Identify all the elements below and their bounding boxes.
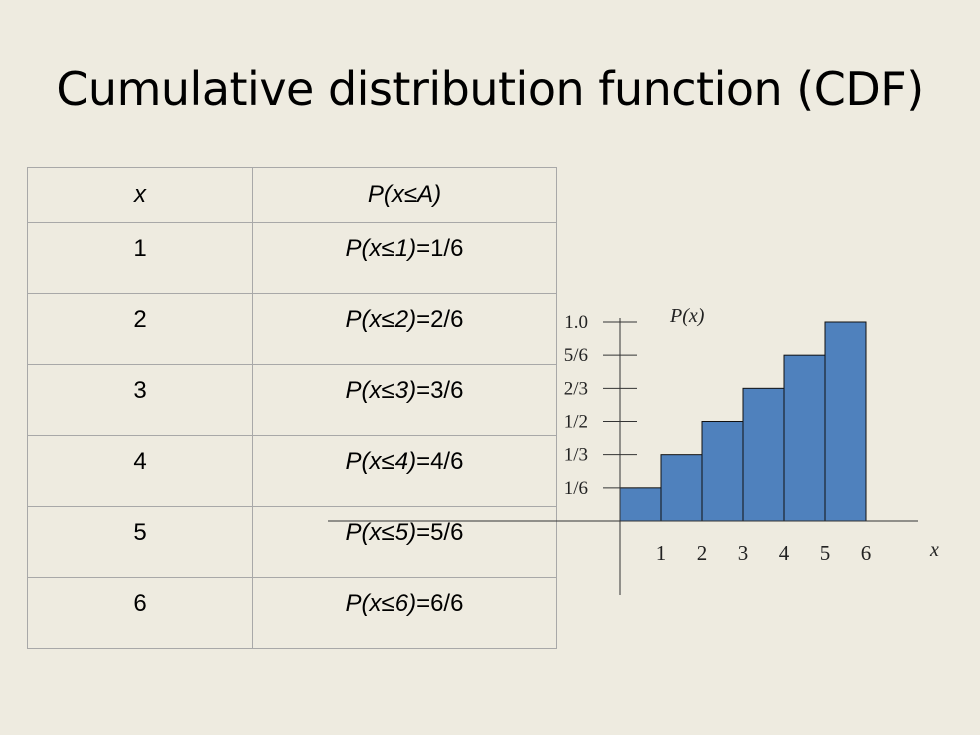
y-tick-label: 1/2 (564, 412, 588, 433)
cell-x: 1 (27, 222, 253, 294)
probability-expr: P(x≤3) (345, 377, 417, 404)
y-axis-label: P(x) (669, 305, 705, 327)
table-row: 5 P(x≤5)=5/6 (27, 506, 557, 578)
cdf-bar (701, 421, 744, 522)
probability-expr: P(x≤5) (345, 519, 417, 546)
cdf-bar (660, 454, 703, 522)
cdf-bar (742, 387, 785, 522)
y-tick-label: 1.0 (564, 312, 588, 333)
probability-expr: P(x≤4) (345, 448, 417, 475)
table-row: 6 P(x≤6)=6/6 (27, 577, 557, 649)
cdf-bar (783, 354, 826, 522)
cdf-bar (619, 487, 662, 522)
table-row: 3 P(x≤3)=3/6 (27, 364, 557, 436)
cell-x: 5 (27, 506, 253, 578)
cell-probability: P(x≤4)=4/6 (252, 435, 557, 507)
probability-value: =2/6 (416, 306, 464, 333)
y-tick-label: 5/6 (564, 345, 588, 366)
y-tick-label: 2/3 (564, 378, 588, 399)
probability-value: =4/6 (416, 448, 464, 475)
x-tick-label: 4 (779, 541, 790, 565)
probability-expr: P(x≤6) (345, 590, 417, 617)
table-row: 2 P(x≤2)=2/6 (27, 293, 557, 365)
probability-value: =6/6 (416, 590, 464, 617)
cell-probability: P(x≤6)=6/6 (252, 577, 557, 649)
x-tick-label: 5 (820, 541, 831, 565)
x-tick-label: 3 (738, 541, 749, 565)
table-row: 1 P(x≤1)=1/6 (27, 222, 557, 294)
x-tick-label: 1 (656, 541, 667, 565)
cell-x: 3 (27, 364, 253, 436)
probability-value: =3/6 (416, 377, 464, 404)
probability-value: =5/6 (416, 519, 464, 546)
table-header-row: x P(x≤A) (27, 167, 557, 223)
header-probability: P(x≤A) (252, 167, 557, 223)
cell-x: 4 (27, 435, 253, 507)
cell-probability: P(x≤1)=1/6 (252, 222, 557, 294)
probability-expr: P(x≤2) (345, 306, 417, 333)
probability-expr: P(x≤1) (345, 235, 417, 262)
y-tick-label: 1/3 (564, 445, 588, 466)
cdf-bar (824, 321, 867, 522)
x-axis-label: x (929, 539, 939, 561)
cdf-table: x P(x≤A) 1 P(x≤1)=1/6 2 P(x≤2)=2/6 3 P(x… (27, 167, 557, 649)
table-row: 4 P(x≤4)=4/6 (27, 435, 557, 507)
slide-title: Cumulative distribution function (CDF) (56, 62, 924, 116)
cell-probability: P(x≤2)=2/6 (252, 293, 557, 365)
y-tick-label: 1/6 (564, 478, 588, 499)
probability-value: =1/6 (416, 235, 464, 262)
header-x: x (27, 167, 253, 223)
x-tick-label: 6 (861, 541, 872, 565)
x-tick-label: 2 (697, 541, 708, 565)
cell-probability: P(x≤3)=3/6 (252, 364, 557, 436)
cell-probability: P(x≤5)=5/6 (252, 506, 557, 578)
cell-x: 6 (27, 577, 253, 649)
